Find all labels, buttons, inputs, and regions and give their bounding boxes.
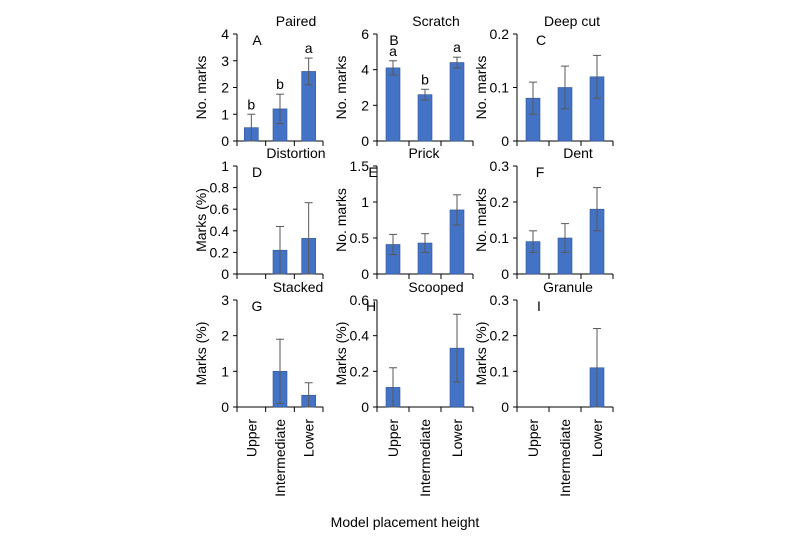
panel-letter: F [536,164,545,180]
category-label-upper: Upper [243,419,259,457]
bar-lower [449,62,465,142]
category-label-intermediate: Intermediate [557,419,573,497]
y-tick-label: 0 [221,399,229,415]
y-tick-label: 1 [221,106,229,122]
significance-letter: b [421,71,429,87]
panel-h: 0 0.2 0.4 0.6 Scooped H Marks (%) [333,279,474,415]
y-tick-label: 0.2 [210,244,230,260]
category-label-lower: Lower [301,419,317,457]
y-axis-label: Marks (%) [193,322,209,386]
y-axis-label: No. marks [473,56,489,120]
y-tick-label: 0 [501,266,509,282]
category-label-intermediate: Intermediate [417,419,433,497]
y-tick-label: 0.2 [350,363,370,379]
y-axis-label: Marks (%) [473,322,489,386]
y-tick-label: 0.2 [490,328,510,344]
panel-f: 0 0.1 0.2 0.3 Dent F No. marks [473,145,614,282]
y-tick-label: 2 [221,80,229,96]
significance-letter: a [305,40,313,56]
y-tick-label: 0.6 [210,201,230,217]
significance-letter: a [453,39,461,55]
y-tick-label: 0 [361,266,369,282]
chart-panels: 0 1 2 3 4 b b a Paired A No. marks 0 2 4 6 a b a Scratch B N… [193,13,614,415]
y-tick-label: 0 [501,399,509,415]
y-tick-label: 1 [221,363,229,379]
y-tick-label: 0.3 [490,292,510,308]
y-tick-label: 2 [361,97,369,113]
y-tick-label: 0.3 [490,158,510,174]
y-axis-label: No. marks [333,56,349,120]
category-label-intermediate: Intermediate [272,419,288,497]
panel-title: Scooped [408,279,463,295]
panel-title: Distortion [266,145,325,161]
significance-letter: a [389,43,397,59]
y-tick-label: 0.2 [490,26,510,42]
panel-g: 0 1 2 3 Stacked G Marks (%) [193,279,324,415]
y-axis-label: Marks (%) [333,322,349,386]
y-tick-label: 0.1 [490,363,510,379]
y-axis-label: No. marks [473,188,489,252]
panel-letter: I [537,298,541,314]
y-tick-label: 0.4 [210,223,230,239]
panel-letter: G [252,298,263,314]
y-tick-label: 0.4 [350,328,370,344]
panel-title: Scratch [412,13,459,29]
y-tick-label: 2 [221,328,229,344]
y-tick-label: 0.6 [350,292,370,308]
y-tick-label: 0.1 [490,230,510,246]
category-label-upper: Upper [385,419,401,457]
significance-letter: b [247,96,255,112]
category-labels: Upper Intermediate Lower Upper Intermediate L… [243,419,605,497]
panel-letter: H [366,298,376,314]
panel-b: 0 2 4 6 a b a Scratch B No. marks [333,13,474,149]
y-axis-label: Marks (%) [193,188,209,252]
panel-a: 0 1 2 3 4 b b a Paired A No. marks [193,13,324,149]
y-tick-label: 1 [221,158,229,174]
x-axis-label: Model placement height [331,514,480,530]
y-tick-label: 0.1 [490,80,510,96]
y-tick-label: 3 [221,292,229,308]
panel-letter: C [536,32,546,48]
panel-title: Prick [408,145,440,161]
y-tick-label: 3 [221,53,229,69]
significance-letter: b [276,76,284,92]
panel-letter: B [389,32,398,48]
y-tick-label: 0.2 [490,194,510,210]
y-tick-label: 0.5 [350,230,370,246]
bar-intermediate [417,94,433,142]
y-tick-label: 0 [361,399,369,415]
y-tick-label: 1 [361,194,369,210]
panel-title: Paired [276,13,316,29]
panel-letter: D [252,164,262,180]
panel-e: 0 0.5 1 1.5 Prick E No. marks [333,145,474,282]
panel-letter: A [252,32,262,48]
bar-upper [385,67,401,142]
y-tick-label: 0.8 [210,180,230,196]
category-label-upper: Upper [525,419,541,457]
panel-title: Stacked [273,279,324,295]
y-tick-label: 0 [501,133,509,149]
category-label-lower: Lower [589,419,605,457]
panel-letter: E [368,164,377,180]
y-axis-label: No. marks [333,188,349,252]
y-tick-label: 0 [221,266,229,282]
y-tick-label: 1.5 [350,158,370,174]
y-tick-label: 0 [361,133,369,149]
panel-c: 0 0.1 0.2 Deep cut C No. marks [473,13,614,149]
y-axis-label: No. marks [193,56,209,120]
y-tick-label: 4 [221,26,229,42]
panel-title: Dent [563,145,593,161]
y-tick-label: 6 [361,26,369,42]
y-tick-label: 0 [221,133,229,149]
panel-title: Granule [543,279,593,295]
panel-title: Deep cut [544,13,600,29]
y-tick-label: 4 [361,62,369,78]
category-label-lower: Lower [449,419,465,457]
